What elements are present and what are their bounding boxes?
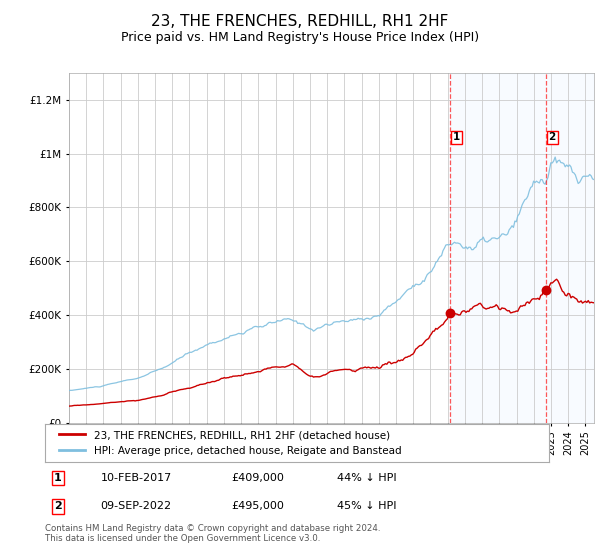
Text: 2: 2	[54, 501, 61, 511]
Point	[445, 308, 455, 317]
Text: £409,000: £409,000	[232, 473, 284, 483]
Legend: 23, THE FRENCHES, REDHILL, RH1 2HF (detached house), HPI: Average price, detache: 23, THE FRENCHES, REDHILL, RH1 2HF (deta…	[55, 426, 406, 460]
Text: 2: 2	[548, 132, 556, 142]
Text: 1: 1	[54, 473, 61, 483]
Text: 45% ↓ HPI: 45% ↓ HPI	[337, 501, 397, 511]
Point	[541, 285, 551, 294]
Text: Price paid vs. HM Land Registry's House Price Index (HPI): Price paid vs. HM Land Registry's House …	[121, 31, 479, 44]
Text: 09-SEP-2022: 09-SEP-2022	[100, 501, 172, 511]
Text: 23, THE FRENCHES, REDHILL, RH1 2HF: 23, THE FRENCHES, REDHILL, RH1 2HF	[151, 14, 449, 29]
Text: Contains HM Land Registry data © Crown copyright and database right 2024.
This d: Contains HM Land Registry data © Crown c…	[45, 524, 380, 543]
Text: 10-FEB-2017: 10-FEB-2017	[100, 473, 172, 483]
Text: £495,000: £495,000	[232, 501, 284, 511]
Bar	[450, 73, 594, 423]
Text: 44% ↓ HPI: 44% ↓ HPI	[337, 473, 397, 483]
Text: 1: 1	[452, 132, 460, 142]
